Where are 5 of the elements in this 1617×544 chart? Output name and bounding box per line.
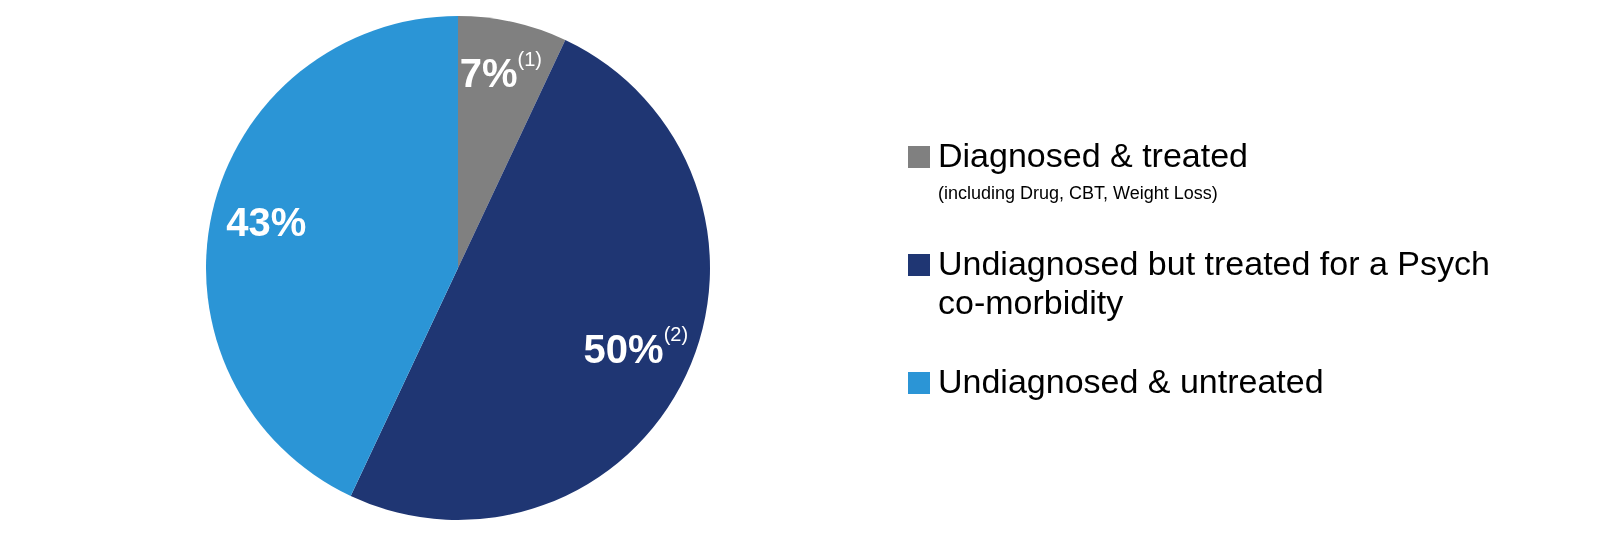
text: (including Drug, CBT, Weight Loss) <box>938 182 1219 204</box>
legend-label: Undiagnosed & untreated <box>938 361 1324 401</box>
legend-label: Diagnosed & treated <box>938 135 1248 175</box>
data-label: 43% <box>226 200 307 245</box>
legend-label: Undiagnosed but treated for a Psych co-morbidity <box>938 243 1491 322</box>
